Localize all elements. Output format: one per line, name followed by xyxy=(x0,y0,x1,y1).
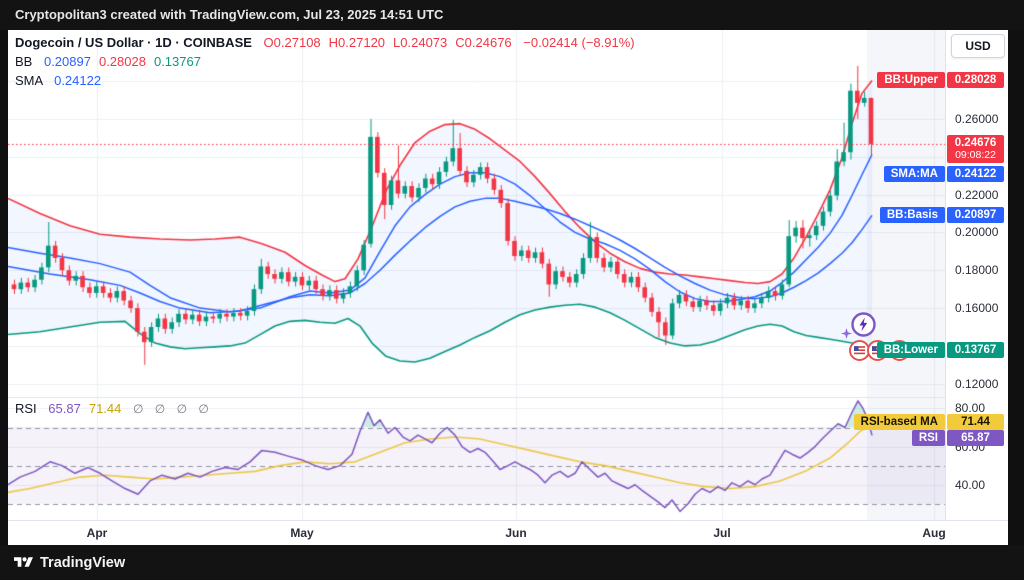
time-tick-label: Apr xyxy=(86,526,108,540)
bb-values: 0.20897 0.28028 0.13767 xyxy=(44,54,209,69)
price-tick-label: 0.12000 xyxy=(955,376,999,391)
rsi-values: 65.87 71.44 xyxy=(48,401,129,416)
sma-label[interactable]: SMA xyxy=(15,73,43,88)
price-tick-label: 0.26000 xyxy=(955,111,999,126)
ohlc-H: H0.27120 xyxy=(328,35,386,50)
attribution-bar: Cryptopolitan3 created with TradingView.… xyxy=(0,0,1024,30)
bottom-bar: TradingView xyxy=(0,545,1024,580)
rsi-value: 65.87 xyxy=(48,401,81,416)
bb-label[interactable]: BB xyxy=(15,54,33,69)
sma-indicator-row[interactable]: SMA 0.24122 xyxy=(15,73,635,89)
bb-value: 0.20897 xyxy=(43,54,91,69)
ohlc-values: O0.27108 H0.27120 L0.24073 C0.24676 xyxy=(264,35,520,50)
ohlc-C: C0.24676 xyxy=(455,35,512,50)
rsi-tick-label: 60.00 xyxy=(955,439,986,454)
time-scale[interactable]: Apr May Jun Jul Aug xyxy=(8,520,1008,545)
attribution-text: Cryptopolitan3 created with TradingView.… xyxy=(15,7,444,22)
tradingview-logo-text: TradingView xyxy=(40,554,126,571)
rsi-empty-inputs: ∅ ∅ ∅ ∅ xyxy=(133,402,213,416)
price-tick-label: 0.20000 xyxy=(955,225,999,240)
us-flag-event-icon[interactable] xyxy=(867,340,888,366)
bb-value: 0.28028 xyxy=(98,54,146,69)
rsi-indicator-row[interactable]: RSI 65.87 71.44 ∅ ∅ ∅ ∅ xyxy=(15,401,213,416)
price-chart-canvas[interactable] xyxy=(8,30,945,520)
price-tick-label: 0.22000 xyxy=(955,187,999,202)
sparkle-icon[interactable] xyxy=(841,326,852,344)
rsi-value: 71.44 xyxy=(88,401,122,416)
change-value: −0.02414 (−8.91%) xyxy=(523,35,635,50)
rsi-tick-label: 80.00 xyxy=(955,401,986,416)
bb-value: 0.13767 xyxy=(153,54,201,69)
bb-indicator-row[interactable]: BB 0.20897 0.28028 0.13767 xyxy=(15,54,635,70)
price-tick-label: 0.16000 xyxy=(955,301,999,316)
sma-value: 0.24122 xyxy=(54,73,102,88)
time-tick-label: Aug xyxy=(922,526,946,540)
ohlc-O: O0.27108 xyxy=(263,35,321,50)
price-scale[interactable]: USD 0.26000 0.22000 0.20000 0.18000 0.16000 0… xyxy=(945,30,1008,520)
currency-toggle-button[interactable]: USD xyxy=(951,34,1005,58)
symbol-row[interactable]: Dogecoin / US Dollar · 1D · COINBASE O0.… xyxy=(15,35,635,51)
time-tick-label: Jul xyxy=(713,526,731,540)
time-tick-label: Jun xyxy=(505,526,527,540)
rsi-label[interactable]: RSI xyxy=(15,401,37,416)
symbol-title[interactable]: Dogecoin / US Dollar · 1D · COINBASE xyxy=(15,35,252,50)
tradingview-logo[interactable]: TradingView xyxy=(14,553,125,572)
us-flag-event-icon[interactable] xyxy=(889,340,910,366)
ohlc-L: L0.24073 xyxy=(393,35,448,50)
chart-legend: Dogecoin / US Dollar · 1D · COINBASE O0.… xyxy=(15,35,635,92)
time-tick-label: May xyxy=(290,526,314,540)
chart-area: Dogecoin / US Dollar · 1D · COINBASE O0.… xyxy=(8,30,1008,545)
price-tick-label: 0.18000 xyxy=(955,263,999,278)
tradingview-logo-icon xyxy=(14,557,33,567)
crypto-event-icon[interactable] xyxy=(851,312,876,342)
rsi-tick-label: 40.00 xyxy=(955,477,986,492)
